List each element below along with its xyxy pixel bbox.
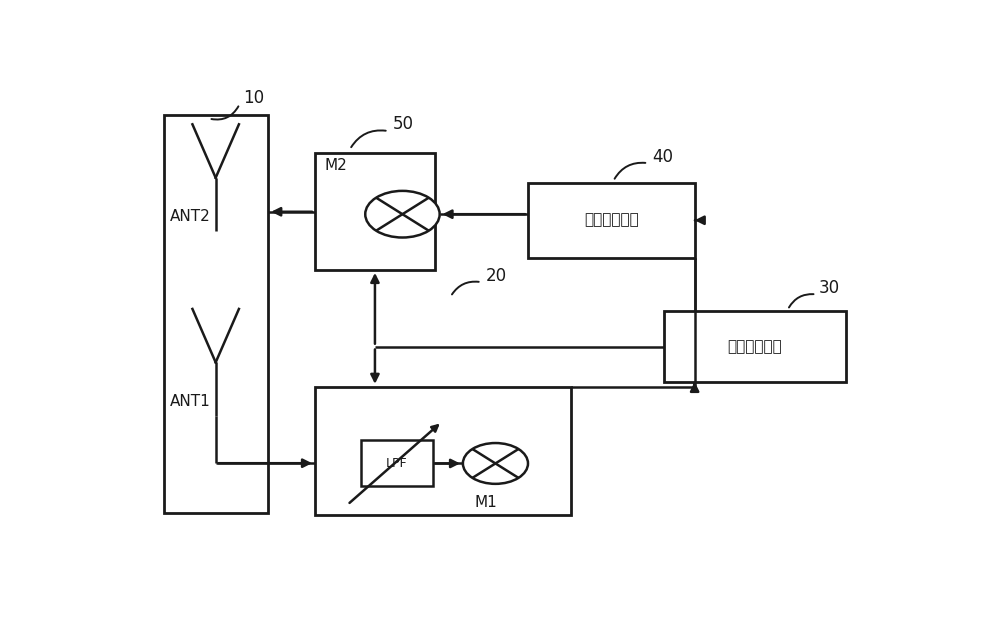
Circle shape [463, 443, 528, 484]
Bar [528, 182, 695, 258]
Text: 30: 30 [819, 279, 840, 297]
Text: 50: 50 [392, 115, 413, 133]
Text: ANT1: ANT1 [170, 394, 211, 409]
Bar [315, 387, 571, 516]
Bar [315, 153, 435, 270]
Text: M1: M1 [474, 495, 497, 510]
Text: 40: 40 [652, 148, 673, 167]
Text: 20: 20 [485, 267, 507, 285]
Text: ANT2: ANT2 [170, 209, 211, 224]
Text: 基带处理装置: 基带处理装置 [584, 213, 639, 228]
Text: M2: M2 [325, 158, 348, 173]
Bar [664, 311, 846, 382]
Text: LPF: LPF [386, 457, 408, 470]
Circle shape [365, 191, 440, 237]
Text: 频谱检测装置: 频谱检测装置 [728, 339, 782, 354]
Bar [361, 440, 433, 487]
Bar [164, 115, 268, 513]
Text: 10: 10 [243, 88, 264, 107]
